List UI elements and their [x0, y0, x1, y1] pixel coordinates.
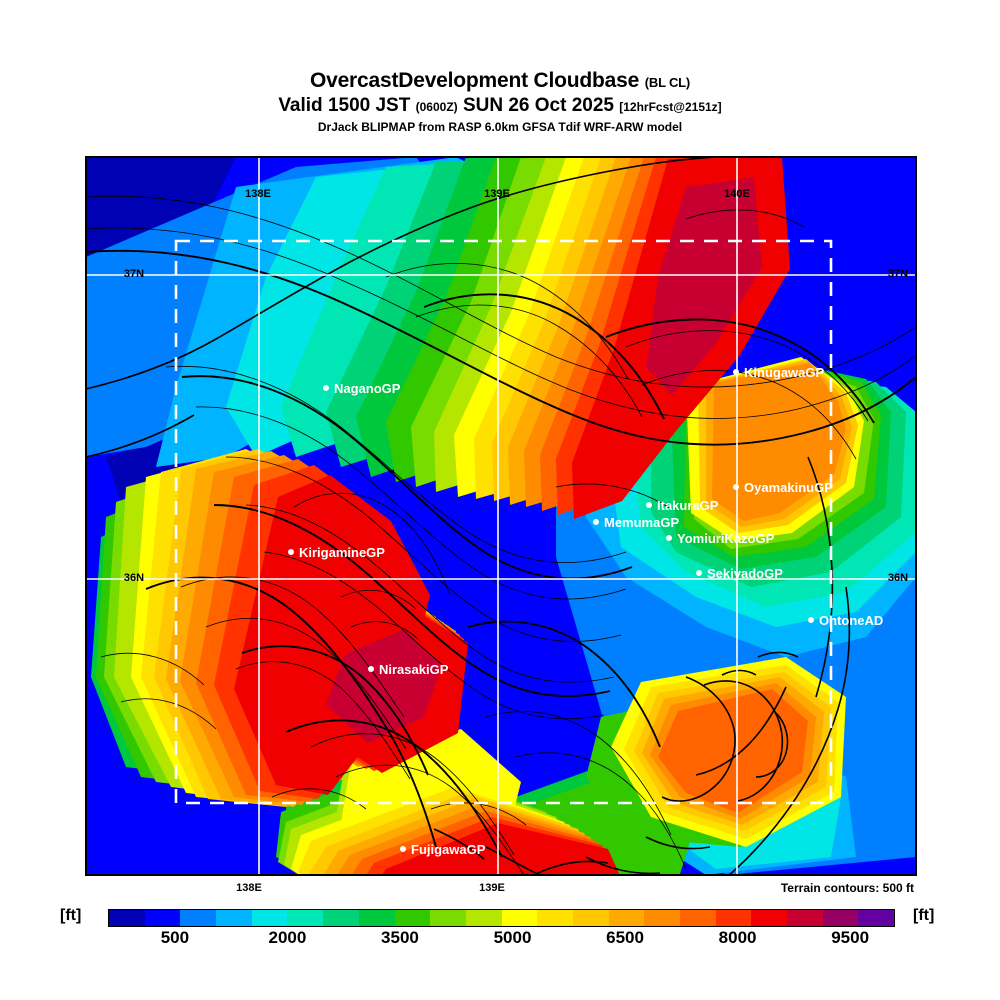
colorbar-band: [216, 910, 252, 926]
station-dot: [646, 502, 652, 508]
inner-domain-box: [174, 239, 833, 805]
colorbar-band: [465, 910, 502, 926]
colorbar-unit-right: [ft]: [913, 907, 935, 924]
colorbar-tick: 3500: [381, 928, 419, 947]
colorbar-band: [501, 910, 538, 926]
station-dot: [696, 570, 702, 576]
lat-label-right: 37N: [887, 268, 909, 280]
station-dot: [808, 617, 814, 623]
colorbar-tick: 9500: [831, 928, 870, 947]
station-marker[interactable]: OhtoneAD: [808, 613, 883, 628]
station-marker[interactable]: YomiuriKazoGP: [666, 531, 775, 546]
lon-label-top: 138E: [245, 188, 271, 200]
station-label: OyamakinuGP: [744, 480, 833, 495]
colorbar-band: [751, 910, 788, 926]
title-block: OvercastDevelopment Cloudbase (BL CL) Va…: [0, 70, 1000, 135]
station-label: YomiuriKazoGP: [677, 531, 775, 546]
station-marker[interactable]: SekiyadoGP: [696, 566, 783, 581]
colorbar-band: [715, 910, 752, 926]
colorbar-band: [144, 910, 181, 926]
colorbar-band: [858, 910, 895, 926]
colorbar-band: [537, 910, 573, 926]
station-dot: [666, 535, 672, 541]
forecast-tag: [12hrFcst@2151z]: [619, 100, 722, 114]
colorbar[interactable]: [108, 909, 895, 927]
terrain-contours-thin: [86, 195, 916, 875]
station-label: MemumaGP: [604, 515, 679, 530]
valid-time-line: Valid 1500 JST (0600Z) SUN 26 Oct 2025 […: [0, 95, 1000, 118]
station-label: NirasakiGP: [379, 662, 449, 677]
lon-label-top: 139E: [484, 188, 510, 200]
station-dot: [400, 846, 406, 852]
station-label: KirigamineGP: [299, 545, 385, 560]
colorbar-band: [680, 910, 716, 926]
colorbar-tick: 500: [160, 928, 190, 947]
colorbar-tick-labels: 500 2000 3500 5000 6500 8000 9500: [108, 928, 895, 950]
station-dot: [593, 519, 599, 525]
station-marker[interactable]: NirasakiGP: [368, 662, 449, 677]
colorbar-band: [251, 910, 288, 926]
colorbar-band: [822, 910, 859, 926]
colorbar-band: [608, 910, 645, 926]
station-marker[interactable]: MemumaGP: [593, 515, 679, 530]
colorbar-band: [787, 910, 823, 926]
colorbar-tick: 6500: [606, 928, 644, 947]
colorbar-band: [572, 910, 609, 926]
station-label: SekiyadoGP: [707, 566, 783, 581]
lon-label-bottom: 138E: [236, 882, 262, 894]
colorbar-tick: 8000: [718, 928, 757, 947]
colorbar-band: [180, 910, 217, 926]
colorbar-band: [109, 910, 145, 926]
colorbar-band: [287, 910, 324, 926]
station-label: NaganoGP: [334, 381, 401, 396]
station-dot: [368, 666, 374, 672]
lat-label-left: 36N: [123, 572, 145, 584]
map-canvas[interactable]: NaganoGP KinugawaGP OyamakinuGP ItakuraGP Me…: [86, 157, 916, 875]
station-layer[interactable]: NaganoGP KinugawaGP OyamakinuGP ItakuraGP Me…: [288, 365, 883, 857]
coastline: [86, 157, 851, 875]
station-label: FujigawaGP: [411, 842, 486, 857]
valid-date: SUN 26 Oct 2025: [462, 95, 614, 116]
lat-label-right: 36N: [887, 572, 909, 584]
colorbar-band: [323, 910, 359, 926]
colorbar-unit-left: [ft]: [60, 907, 82, 924]
station-marker[interactable]: KirigamineGP: [288, 545, 385, 560]
page-title: OvercastDevelopment Cloudbase (BL CL): [0, 70, 1000, 94]
map-panel[interactable]: NaganoGP KinugawaGP OyamakinuGP ItakuraGP Me…: [85, 156, 917, 876]
station-marker[interactable]: OyamakinuGP: [733, 480, 833, 495]
station-marker[interactable]: ItakuraGP: [646, 498, 719, 513]
model-source-line: DrJack BLIPMAP from RASP 6.0km GFSA Tdif…: [317, 120, 683, 134]
latlon-grid: [86, 157, 916, 875]
station-label: OhtoneAD: [819, 613, 883, 628]
station-marker[interactable]: NaganoGP: [323, 381, 401, 396]
station-marker[interactable]: KinugawaGP: [733, 365, 825, 380]
lon-label-top: 140E: [724, 188, 750, 200]
station-label: KinugawaGP: [744, 365, 825, 380]
station-label: ItakuraGP: [657, 498, 719, 513]
valid-utc: (0600Z): [415, 100, 458, 114]
station-marker[interactable]: FujigawaGP: [400, 842, 486, 857]
colorbar-band: [644, 910, 680, 926]
colorbar-band: [430, 910, 466, 926]
title-parameter-code: (BL CL): [644, 75, 691, 90]
station-dot: [733, 369, 739, 375]
station-dot: [733, 484, 739, 490]
lon-label-bottom: 139E: [479, 882, 505, 894]
colorbar-tick: 5000: [493, 928, 532, 947]
colorbar-tick: 2000: [268, 928, 307, 947]
colorbar-band: [358, 910, 395, 926]
terrain-contour-note: Terrain contours: 500 ft: [780, 881, 914, 895]
station-dot: [323, 385, 329, 391]
colorbar-band: [394, 910, 431, 926]
valid-prefix: Valid 1500 JST: [278, 95, 411, 116]
title-main: OvercastDevelopment Cloudbase: [309, 69, 640, 92]
lat-label-left: 37N: [123, 268, 145, 280]
station-dot: [288, 549, 294, 555]
